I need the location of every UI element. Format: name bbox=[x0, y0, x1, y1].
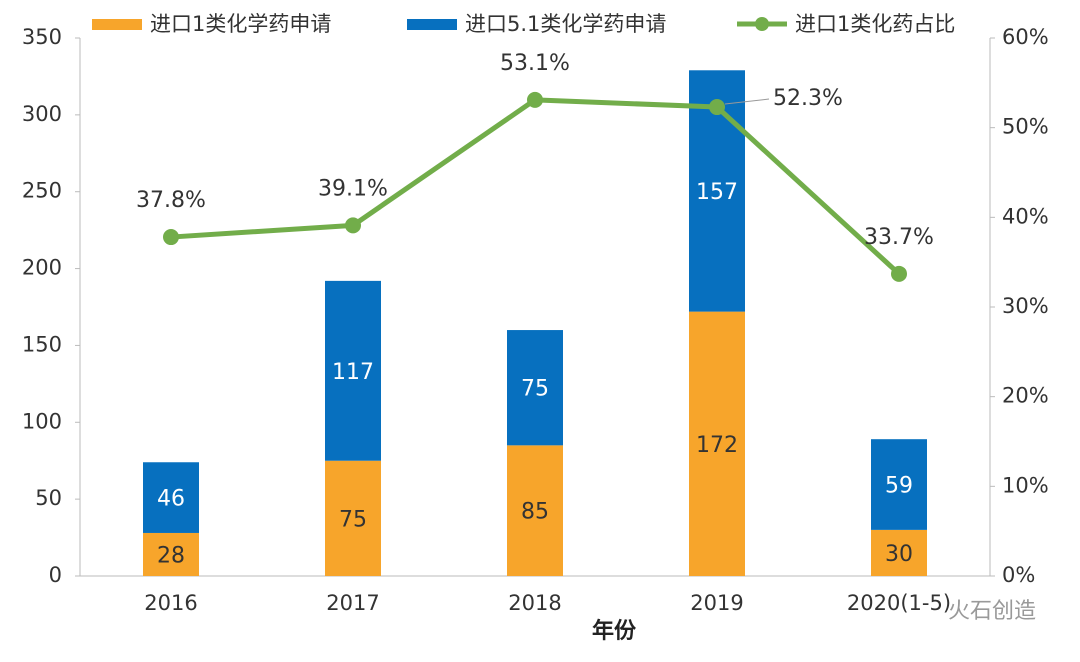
data-label: 75 bbox=[521, 377, 549, 402]
bar bbox=[871, 439, 927, 530]
data-label: 172 bbox=[696, 433, 738, 458]
legend-swatch bbox=[92, 19, 142, 30]
bar bbox=[325, 460, 381, 576]
data-label: 85 bbox=[521, 500, 549, 525]
data-label: 39.1% bbox=[318, 176, 388, 201]
y2-tick-label: 10% bbox=[1002, 473, 1049, 497]
y2-tick-label: 40% bbox=[1002, 204, 1049, 228]
bar bbox=[143, 462, 199, 533]
data-label: 59 bbox=[885, 474, 913, 499]
bar bbox=[871, 529, 927, 576]
line-point bbox=[163, 229, 179, 246]
legend-swatch bbox=[755, 17, 769, 31]
data-label: 75 bbox=[339, 507, 367, 532]
y2-tick-label: 60% bbox=[1002, 25, 1049, 49]
x-tick-label: 2020(1-5) bbox=[847, 591, 951, 615]
watermark: 火石创造 bbox=[948, 599, 1036, 624]
y-tick-label: 300 bbox=[22, 102, 62, 126]
y-tick-label: 200 bbox=[22, 256, 62, 280]
data-label: 52.3% bbox=[773, 86, 843, 111]
data-label: 117 bbox=[332, 360, 374, 385]
x-tick-label: 2019 bbox=[690, 591, 743, 615]
legend-label: 进口1类化学药申请 bbox=[150, 12, 331, 36]
line-point bbox=[345, 217, 361, 234]
data-label: 157 bbox=[696, 180, 738, 205]
y-tick-label: 50 bbox=[35, 486, 62, 510]
bar bbox=[507, 445, 563, 576]
y-tick-label: 0 bbox=[49, 563, 62, 587]
x-tick-label: 2016 bbox=[144, 591, 197, 615]
y-tick-label: 100 bbox=[22, 409, 62, 433]
y2-tick-label: 50% bbox=[1002, 115, 1049, 139]
y-tick-label: 150 bbox=[22, 332, 62, 356]
legend-swatch bbox=[407, 19, 457, 30]
legend-label: 进口5.1类化学药申请 bbox=[465, 12, 666, 36]
bar bbox=[325, 280, 381, 461]
legend-label: 进口1类化药占比 bbox=[795, 12, 955, 36]
data-label: 53.1% bbox=[500, 51, 570, 76]
data-label: 28 bbox=[157, 543, 185, 568]
leader-line bbox=[724, 98, 770, 105]
y2-tick-label: 30% bbox=[1002, 294, 1049, 318]
bar bbox=[689, 311, 745, 576]
y2-tick-label: 0% bbox=[1002, 563, 1035, 587]
x-axis-label: 年份 bbox=[592, 618, 637, 644]
data-label: 30 bbox=[885, 542, 913, 567]
data-label: 37.8% bbox=[136, 188, 206, 213]
line bbox=[170, 97, 901, 276]
line-point bbox=[891, 265, 907, 282]
y2-tick-label: 20% bbox=[1002, 384, 1049, 408]
y-tick-label: 350 bbox=[22, 25, 62, 49]
line-point bbox=[527, 91, 543, 108]
line-point bbox=[709, 99, 725, 116]
bar bbox=[507, 330, 563, 446]
y-tick-label: 250 bbox=[22, 179, 62, 203]
bar bbox=[143, 532, 199, 576]
x-tick-label: 2017 bbox=[326, 591, 379, 615]
data-label: 33.7% bbox=[864, 225, 934, 250]
data-label: 46 bbox=[157, 487, 185, 512]
x-tick-label: 2018 bbox=[508, 591, 561, 615]
